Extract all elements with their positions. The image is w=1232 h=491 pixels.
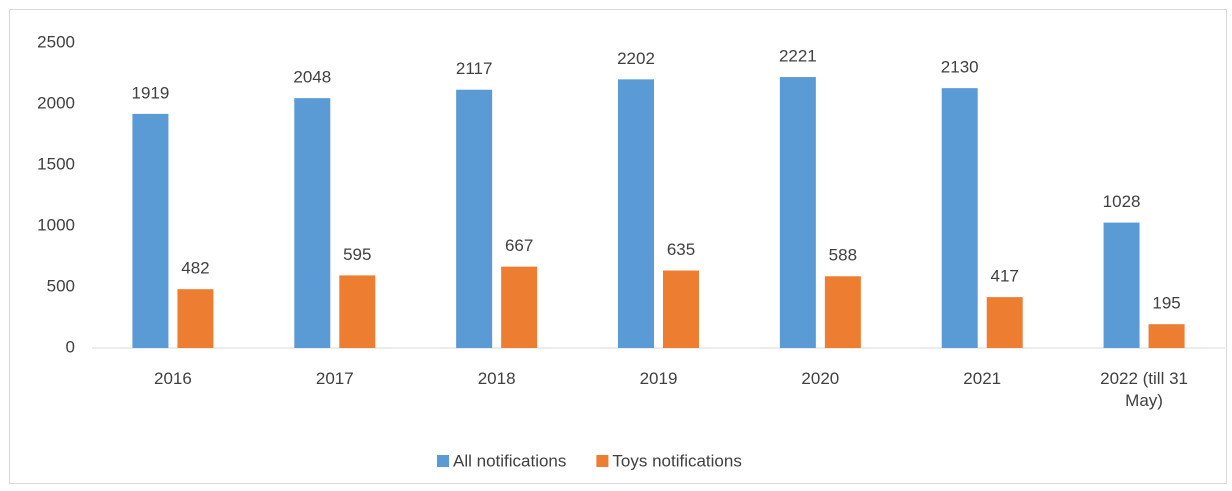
y-tick-label: 2000: [37, 93, 75, 112]
bar: [663, 270, 699, 348]
legend-label: All notifications: [453, 451, 566, 470]
data-label: 635: [667, 240, 695, 259]
bar: [1103, 222, 1140, 348]
bar: [501, 266, 538, 348]
x-tick-label: 2020: [801, 369, 840, 388]
y-tick-label: 500: [47, 276, 75, 295]
bar: [824, 276, 861, 348]
data-label: 595: [343, 245, 371, 264]
bar: [779, 77, 816, 349]
data-label: 1919: [132, 83, 170, 102]
data-label: 2130: [941, 58, 979, 77]
bar: [986, 297, 1023, 348]
y-tick-label: 1500: [37, 154, 75, 173]
data-label: 1028: [1103, 192, 1141, 211]
x-tick-label: 2018: [477, 369, 516, 388]
legend-swatch: [596, 455, 609, 467]
bar: [941, 88, 978, 348]
legend-label: Toys notifications: [612, 451, 741, 470]
bar: [618, 79, 654, 348]
x-tick-label: 2021: [963, 369, 1002, 388]
data-label: 2202: [617, 49, 655, 68]
data-label: 195: [1152, 294, 1180, 313]
x-tick-label: 2017: [315, 369, 354, 388]
bar: [132, 113, 169, 348]
data-label: 2048: [293, 68, 331, 87]
data-label: 2221: [779, 47, 817, 66]
bar: [339, 275, 376, 348]
x-tick-label: 2022 (till 31 May): [1100, 369, 1188, 410]
bar: [456, 89, 493, 348]
legend-swatch: [437, 455, 449, 467]
data-label: 667: [505, 236, 533, 255]
data-label: 482: [181, 259, 209, 278]
x-tick-label: 2016: [154, 369, 192, 388]
y-tick-label: 1000: [37, 215, 75, 234]
bar: [294, 98, 331, 348]
x-tick-label: 2019: [639, 369, 678, 388]
data-label: 2117: [456, 59, 493, 78]
y-tick-label: 0: [66, 337, 75, 356]
bar: [177, 289, 214, 348]
y-tick-label: 2500: [37, 32, 75, 51]
data-label: 588: [829, 246, 857, 265]
bar: [1148, 324, 1185, 348]
data-label: 417: [991, 267, 1019, 286]
